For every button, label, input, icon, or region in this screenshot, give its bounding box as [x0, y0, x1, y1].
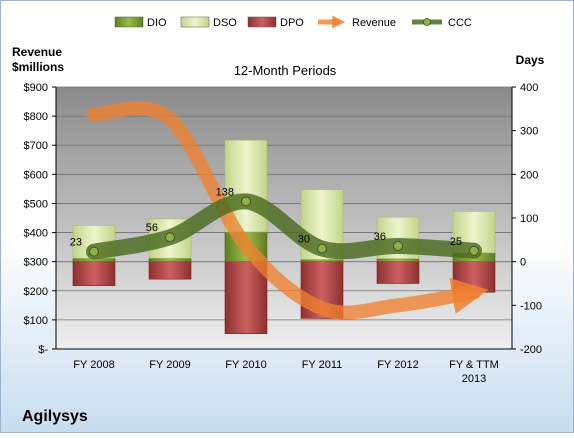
right-tick-label: 300 — [520, 126, 538, 138]
legend-marker-ccc — [423, 18, 431, 26]
right-tick-label: 100 — [520, 213, 538, 225]
ccc-data-label: 23 — [70, 237, 82, 249]
dpo-bar — [376, 261, 420, 284]
category-label: FY 2008 — [73, 359, 114, 371]
ccc-point — [393, 240, 403, 251]
legend: DIO DSO DPO Revenue CCC — [114, 15, 472, 29]
dio-bar — [300, 259, 344, 262]
left-tick-label: $100 — [24, 315, 48, 327]
left-tick-label: $300 — [24, 257, 48, 269]
dpo-bar — [72, 261, 116, 286]
dpo-bar — [224, 261, 268, 335]
dio-bar — [148, 257, 192, 262]
right-tick-label: 400 — [520, 82, 538, 94]
revenue-series-line — [87, 101, 489, 320]
category-label: FY & TTM — [449, 359, 499, 371]
company-name: Agilysys — [22, 408, 88, 425]
dio-bar — [376, 258, 420, 262]
ccc-point — [165, 232, 175, 243]
left-tick-label: $400 — [24, 228, 48, 240]
chart-title: 12-Month Periods — [234, 63, 337, 78]
right-tick-label: 0 — [520, 257, 526, 269]
legend-label: CCC — [448, 17, 472, 29]
category-label: FY 2010 — [225, 359, 266, 371]
left-tick-label: $200 — [24, 286, 48, 298]
revenue-layer — [87, 101, 489, 320]
ccc-data-label: 36 — [374, 231, 386, 243]
dpo-bar — [148, 261, 192, 280]
ccc-data-label: 138 — [216, 186, 234, 198]
ccc-data-label: 30 — [298, 234, 310, 246]
ccc-point — [317, 243, 327, 254]
ccc-data-label: 25 — [450, 236, 462, 248]
legend-label: DSO — [213, 17, 237, 29]
right-axis-ticks: -200 -100 0 100 200 300 400 — [512, 82, 542, 356]
legend-label: DIO — [147, 17, 167, 29]
legend-label: DPO — [280, 17, 304, 29]
left-axis-label-line1: Revenue — [12, 45, 62, 59]
legend-swatch-dso — [180, 16, 210, 28]
category-label: FY 2011 — [302, 359, 343, 371]
left-tick-label: $600 — [24, 169, 48, 181]
ccc-layer: 23 56 138 30 36 25 — [70, 186, 482, 260]
ccc-point — [469, 245, 479, 256]
right-tick-label: 200 — [520, 169, 538, 181]
left-axis-label-line2: $millions — [12, 60, 64, 74]
right-axis-label: Days — [516, 53, 545, 67]
category-label: 2013 — [462, 373, 486, 385]
right-tick-label: -200 — [520, 344, 542, 356]
left-tick-label: $- — [38, 344, 48, 356]
left-tick-label: $800 — [24, 111, 48, 123]
category-label: FY 2012 — [377, 359, 418, 371]
left-tick-label: $900 — [24, 82, 48, 94]
legend-swatch-dpo — [247, 16, 277, 28]
right-tick-label: -100 — [520, 300, 542, 312]
ccc-data-label: 56 — [146, 222, 158, 234]
category-labels: FY 2008 FY 2009 FY 2010 FY 2011 FY 2012 FY & … — [73, 359, 499, 385]
category-label: FY 2009 — [149, 359, 190, 371]
left-tick-label: $500 — [24, 198, 48, 210]
ccc-point — [241, 196, 251, 207]
legend-label: Revenue — [352, 17, 396, 29]
left-tick-label: $700 — [24, 140, 48, 152]
legend-swatch-dio — [114, 16, 144, 28]
ccc-point — [89, 246, 99, 257]
left-axis-ticks: $- $100 $200 $300 $400 $500 $600 $700 $800 $900 — [24, 82, 56, 356]
